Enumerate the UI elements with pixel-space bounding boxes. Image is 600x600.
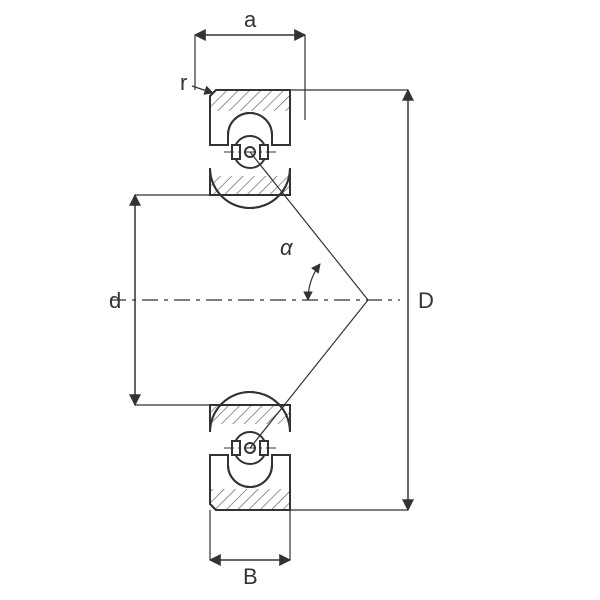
svg-text:r: r xyxy=(180,70,187,95)
svg-text:B: B xyxy=(243,564,258,589)
svg-text:α: α xyxy=(280,235,294,260)
svg-text:d: d xyxy=(109,288,121,313)
svg-text:D: D xyxy=(418,288,434,313)
bearing-diagram: α a r Dd B xyxy=(0,0,600,600)
svg-text:a: a xyxy=(244,7,257,32)
